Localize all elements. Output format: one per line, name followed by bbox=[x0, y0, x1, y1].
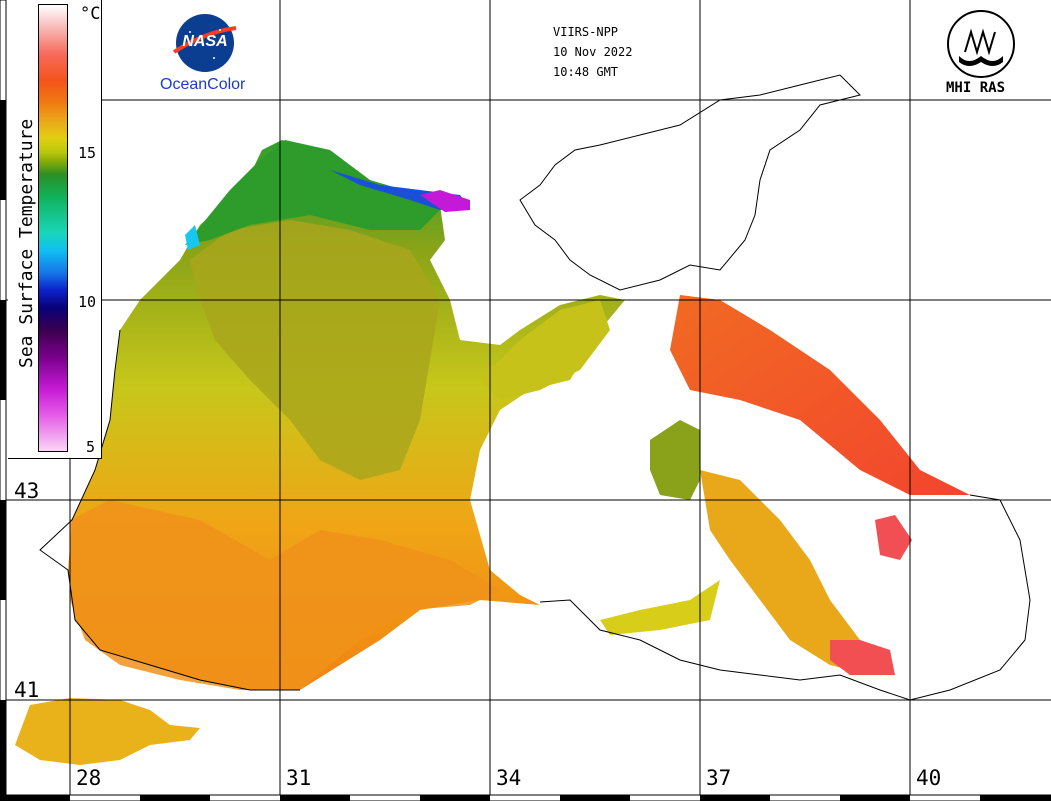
eastern-green-patch bbox=[650, 420, 700, 500]
colorbar-title: Sea Surface Temperature bbox=[16, 118, 37, 368]
estuary-cold-2 bbox=[420, 190, 470, 212]
eastern-hot-band bbox=[670, 295, 970, 495]
estuary-cyan bbox=[185, 225, 200, 250]
lon-label-28: 28 bbox=[76, 766, 102, 790]
eastern-hot-south bbox=[830, 640, 895, 675]
colorbar-unit: °C bbox=[80, 4, 101, 24]
central-yellow bbox=[480, 300, 610, 400]
colorbar-tick-10: 10 bbox=[78, 293, 97, 311]
southern-band bbox=[70, 500, 500, 690]
east-coast bbox=[539, 494, 1031, 701]
lat-label-43: 43 bbox=[14, 479, 40, 503]
northwest-shelf bbox=[185, 140, 440, 245]
sensor-label: VIIRS-NPP bbox=[553, 25, 619, 39]
eastern-hot-blob bbox=[875, 515, 912, 560]
olive-center bbox=[190, 220, 440, 480]
south-yellow-strip bbox=[600, 580, 720, 635]
bottom-scale bbox=[0, 794, 1051, 801]
date-label: 10 Nov 2022 bbox=[553, 45, 633, 59]
colorbar-tick-15: 15 bbox=[78, 144, 97, 162]
colorbar bbox=[38, 4, 68, 452]
crimea-coast bbox=[519, 74, 861, 291]
lon-label-40: 40 bbox=[916, 766, 942, 790]
lat-label-41: 41 bbox=[14, 678, 40, 702]
left-scale bbox=[0, 0, 7, 801]
colorbar-tick-5: 5 bbox=[86, 438, 96, 456]
mhi-label: MHI RAS bbox=[946, 80, 1006, 96]
eastern-warm-south bbox=[700, 470, 890, 675]
nasa-logo bbox=[172, 14, 237, 72]
west-coast bbox=[39, 329, 300, 691]
lon-label-34: 34 bbox=[496, 766, 522, 790]
lon-label-31: 31 bbox=[286, 766, 312, 790]
lon-label-37: 37 bbox=[706, 766, 732, 790]
nasa-logo-text: NASA bbox=[182, 33, 228, 50]
time-label: 10:48 GMT bbox=[553, 65, 619, 79]
mhi-logo bbox=[947, 10, 1015, 78]
marmara-sea bbox=[15, 698, 200, 765]
oceancolor-label: OceanColor bbox=[160, 76, 246, 93]
